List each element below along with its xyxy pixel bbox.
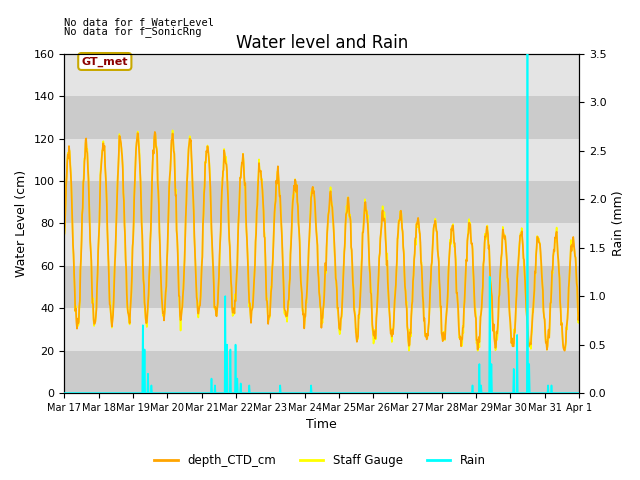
Bar (65, 308, 579, 351)
Title: Water level and Rain: Water level and Rain (236, 34, 408, 52)
Legend: depth_CTD_cm, Staff Gauge, Rain: depth_CTD_cm, Staff Gauge, Rain (150, 449, 490, 472)
Text: No data for f_WaterLevel: No data for f_WaterLevel (64, 17, 214, 28)
Text: No data for f_SonicRng: No data for f_SonicRng (64, 26, 202, 37)
Y-axis label: Rain (mm): Rain (mm) (612, 191, 625, 256)
X-axis label: Time: Time (307, 419, 337, 432)
Bar (65, 223, 579, 266)
Bar (65, 351, 579, 393)
Text: GT_met: GT_met (81, 56, 128, 67)
Bar (65, 96, 579, 139)
Y-axis label: Water Level (cm): Water Level (cm) (15, 170, 28, 277)
Bar (65, 181, 579, 223)
Bar (65, 54, 579, 96)
Bar (65, 266, 579, 308)
Bar (65, 139, 579, 181)
